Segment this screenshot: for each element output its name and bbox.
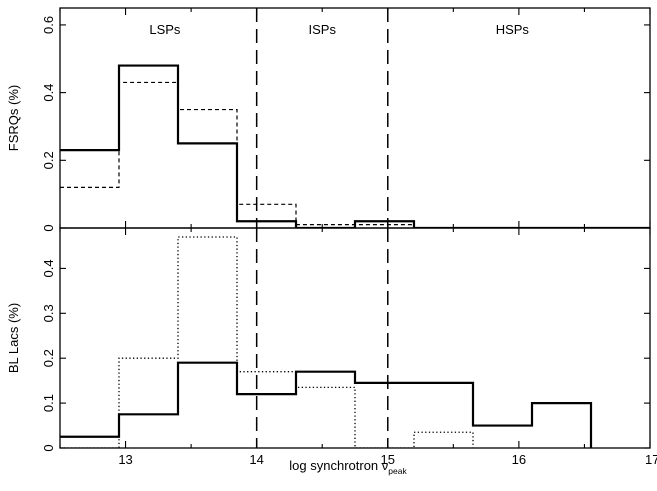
- x-axis-label: log synchrotron νpeak: [289, 458, 407, 476]
- y-axis-label: FSRQs (%): [6, 85, 21, 151]
- y-tick-label: 0.4: [41, 84, 56, 102]
- x-tick-label: 14: [249, 452, 263, 467]
- y-tick-label: 0.4: [41, 259, 56, 277]
- plot-frame: [59, 227, 651, 449]
- solid-histogram-series: [60, 361, 593, 448]
- y-tick-label: 0: [41, 224, 56, 231]
- x-tick-label: 13: [118, 452, 132, 467]
- plot-frame: [59, 7, 651, 229]
- x-tick-label: 15: [381, 452, 395, 467]
- x-axis: log synchrotron νpeak: [289, 458, 407, 476]
- bl-lac-panel: 0 0.1 0.2 0.3 0.4 13 14 15 16 17 BL Lacs (%): [6, 227, 657, 467]
- dashed-histogram-series: [60, 81, 650, 228]
- fsrq-panel: 0 0.2 0.4 0.6 FSRQs (%) LSPs ISPs HSPs: [6, 7, 651, 232]
- x-tick-label: 16: [512, 452, 526, 467]
- region-label-lsps: LSPs: [149, 22, 181, 37]
- y-tick-label: 0.2: [41, 151, 56, 169]
- y-tick-label: 0: [41, 444, 56, 451]
- region-label-isps: ISPs: [308, 22, 336, 37]
- y-tick-label: 0.3: [41, 304, 56, 322]
- y-tick-label: 0.6: [41, 16, 56, 34]
- solid-histogram-series: [60, 64, 650, 228]
- y-tick-label: 0.2: [41, 349, 56, 367]
- x-tick-label: 17: [645, 452, 657, 467]
- y-tick-label: 0.1: [41, 394, 56, 412]
- y-axis-label: BL Lacs (%): [6, 303, 21, 373]
- dotted-histogram-series: [60, 236, 474, 448]
- region-label-hsps: HSPs: [496, 22, 530, 37]
